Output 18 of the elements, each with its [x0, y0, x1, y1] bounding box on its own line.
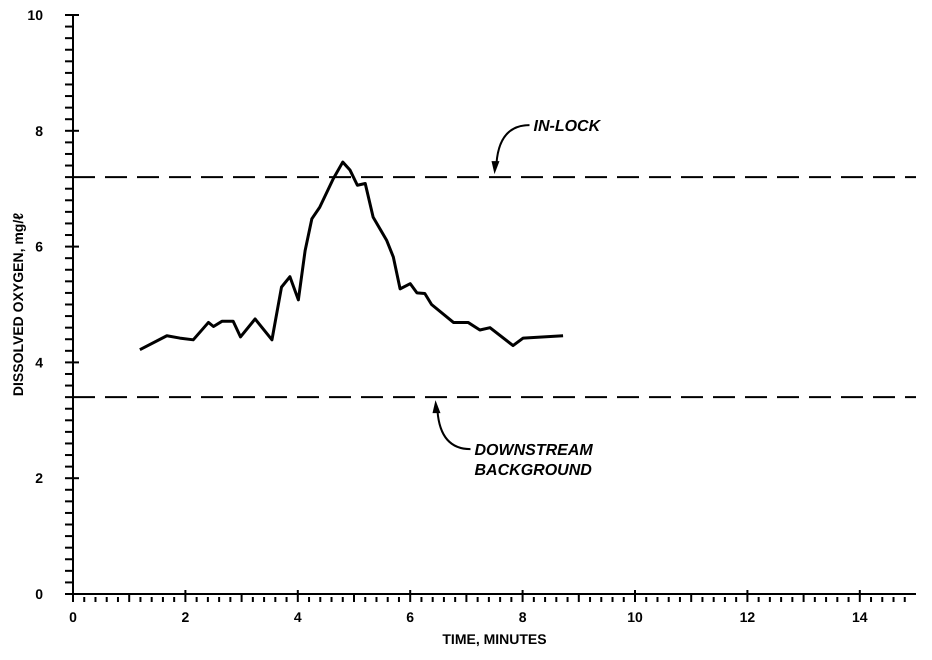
x-tick-label: 0	[69, 609, 78, 625]
x-tick-label: 10	[627, 609, 643, 625]
x-tick-label: 4	[294, 609, 302, 625]
x-tick-label: 6	[406, 609, 414, 625]
y-tick-label: 2	[35, 470, 44, 486]
y-tick-label: 8	[35, 122, 44, 139]
x-tick-label: 14	[852, 609, 868, 625]
y-tick-label: 10	[27, 7, 44, 23]
x-axis-title: TIME, MINUTES	[442, 631, 547, 647]
y-tick-label: 0	[35, 586, 44, 602]
ref-line-label: IN-LOCK	[534, 118, 602, 136]
x-tick-label: 12	[740, 609, 756, 625]
x-tick-label: 8	[518, 609, 527, 625]
x-tick-label: 2	[182, 609, 190, 625]
y-tick-label: 4	[35, 354, 44, 370]
y-tick-label: 6	[35, 238, 44, 255]
ref-line-label: DOWNSTREAM BACKGROUND	[474, 442, 594, 480]
y-axis-title: DISSOLVED OXYGEN, mg/ℓ	[10, 212, 26, 396]
